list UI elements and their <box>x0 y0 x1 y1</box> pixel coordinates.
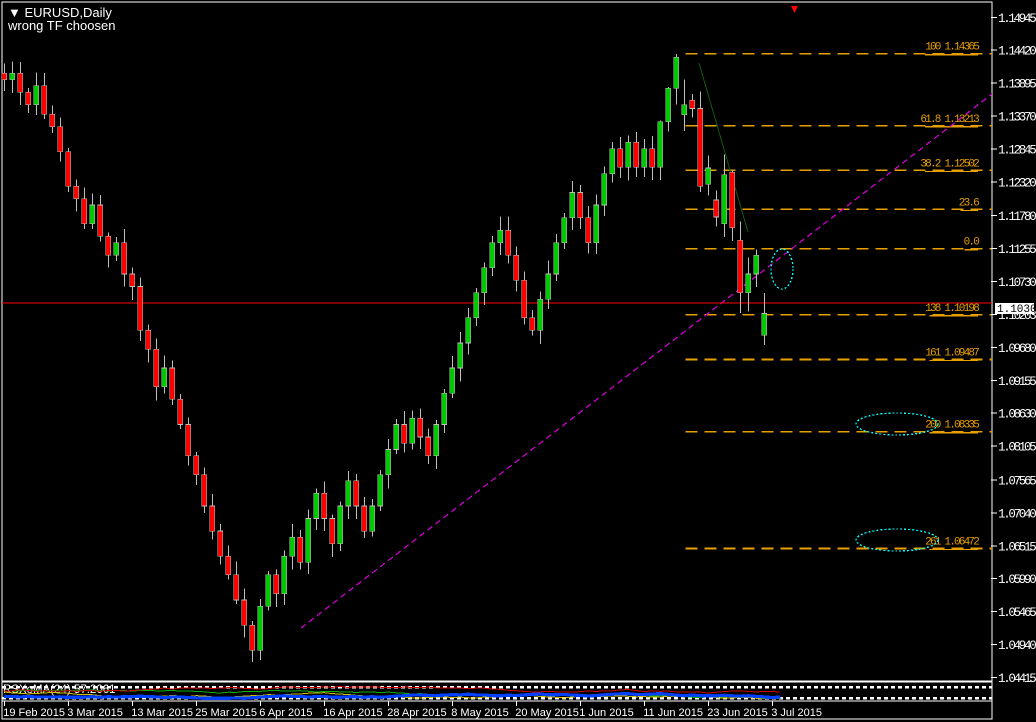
svg-text:20 May 2015: 20 May 2015 <box>515 707 579 719</box>
svg-text:200 1.08335: 200 1.08335 <box>925 420 979 432</box>
svg-text:23.6: 23.6 <box>959 197 979 209</box>
svg-text:8 May 2015: 8 May 2015 <box>451 707 508 719</box>
svg-text:25 Mar 2015: 25 Mar 2015 <box>195 707 257 719</box>
svg-text:100 1.14365: 100 1.14365 <box>925 42 979 54</box>
svg-text:1.07565: 1.07565 <box>998 474 1036 488</box>
svg-text:1.05990: 1.05990 <box>998 573 1036 587</box>
svg-text:1.13370: 1.13370 <box>998 111 1036 125</box>
svg-text:1.05465: 1.05465 <box>998 606 1036 620</box>
svg-text:1.12320: 1.12320 <box>998 176 1036 190</box>
svg-text:161 1.09487: 161 1.09487 <box>925 347 979 359</box>
svg-text:6 Apr 2015: 6 Apr 2015 <box>259 707 312 719</box>
svg-text:1.12845: 1.12845 <box>998 143 1036 157</box>
svg-text:1 Jun 2015: 1 Jun 2015 <box>579 707 633 719</box>
svg-text:261 1.06472: 261 1.06472 <box>925 536 979 548</box>
svg-text:1.10308: 1.10308 <box>997 304 1036 316</box>
svg-text:1.08105: 1.08105 <box>998 441 1036 455</box>
svg-text:138 1.10198: 138 1.10198 <box>925 303 979 315</box>
svg-text:11 Jun 2015: 11 Jun 2015 <box>643 707 703 719</box>
svg-text:3 Jul 2015: 3 Jul 2015 <box>771 707 822 719</box>
svg-text:23 Jun 2015: 23 Jun 2015 <box>707 707 768 719</box>
svg-text:1.04415: 1.04415 <box>998 672 1036 686</box>
svg-text:1.09680: 1.09680 <box>998 342 1036 356</box>
svg-text:1.13895: 1.13895 <box>998 78 1036 92</box>
svg-text:1.07040: 1.07040 <box>998 507 1036 521</box>
svg-text:1.08630: 1.08630 <box>998 408 1036 422</box>
svg-text:16 Apr 2015: 16 Apr 2015 <box>323 707 382 719</box>
svg-text:1.04940: 1.04940 <box>998 639 1036 653</box>
svg-text:3 Mar 2015: 3 Mar 2015 <box>67 707 123 719</box>
svg-text:19 Feb 2015: 19 Feb 2015 <box>3 707 65 719</box>
svg-text:13 Mar 2015: 13 Mar 2015 <box>131 707 193 719</box>
svg-text:1.10730: 1.10730 <box>998 276 1036 290</box>
svg-text:38.2 1.12502: 38.2 1.12502 <box>920 158 979 170</box>
svg-text:1.09155: 1.09155 <box>998 375 1036 389</box>
svg-text:61.8 1.13213: 61.8 1.13213 <box>920 114 979 126</box>
svg-text:1.14945: 1.14945 <box>998 12 1036 26</box>
svg-text:1.14420: 1.14420 <box>998 45 1036 59</box>
svg-text:1.06515: 1.06515 <box>998 540 1036 554</box>
svg-text:1.11780: 1.11780 <box>998 210 1036 224</box>
svg-text:0.0: 0.0 <box>964 237 980 249</box>
svg-text:1.11255: 1.11255 <box>998 243 1036 257</box>
svg-text:28 Apr 2015: 28 Apr 2015 <box>387 707 446 719</box>
